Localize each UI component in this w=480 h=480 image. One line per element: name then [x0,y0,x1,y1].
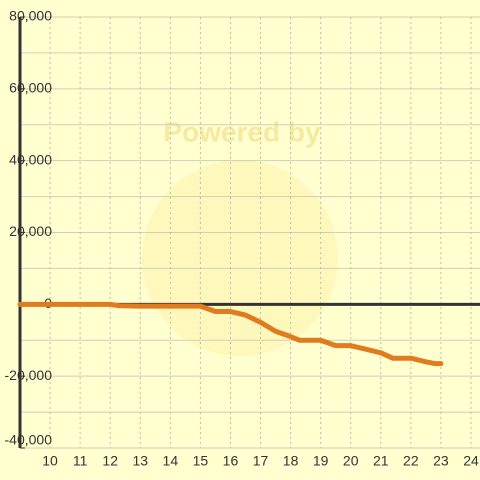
watermark: Powered by [163,116,321,147]
y-tick-label: 80,000 [9,8,52,24]
x-tick-label: 16 [223,453,239,469]
x-tick-label: 21 [373,453,389,469]
x-tick-label: 20 [343,453,359,469]
line [17,301,444,367]
x-tick-label: 17 [253,453,269,469]
y-tick-label: -40,000 [5,432,53,448]
x-tick-label: 24 [463,453,479,469]
x-tick-label: 13 [132,453,148,469]
x-tick-label: 14 [163,453,179,469]
y-tick-label: 60,000 [9,80,52,96]
x-tick-label: 11 [73,453,88,469]
y-tick-label: 40,000 [9,151,52,167]
x-tick-label: 19 [313,453,329,469]
y-tick-label: 20,000 [9,223,52,239]
y-tick-label: -20,000 [5,367,53,383]
x-tick-label: 18 [283,453,299,469]
watermark-logo [142,160,338,356]
x-tick-label: 12 [102,453,118,469]
x-tick-label: 23 [433,453,449,469]
x-tick-label: 10 [42,453,58,469]
x-tick-label: 15 [193,453,209,469]
x-tick-label: 22 [403,453,419,469]
